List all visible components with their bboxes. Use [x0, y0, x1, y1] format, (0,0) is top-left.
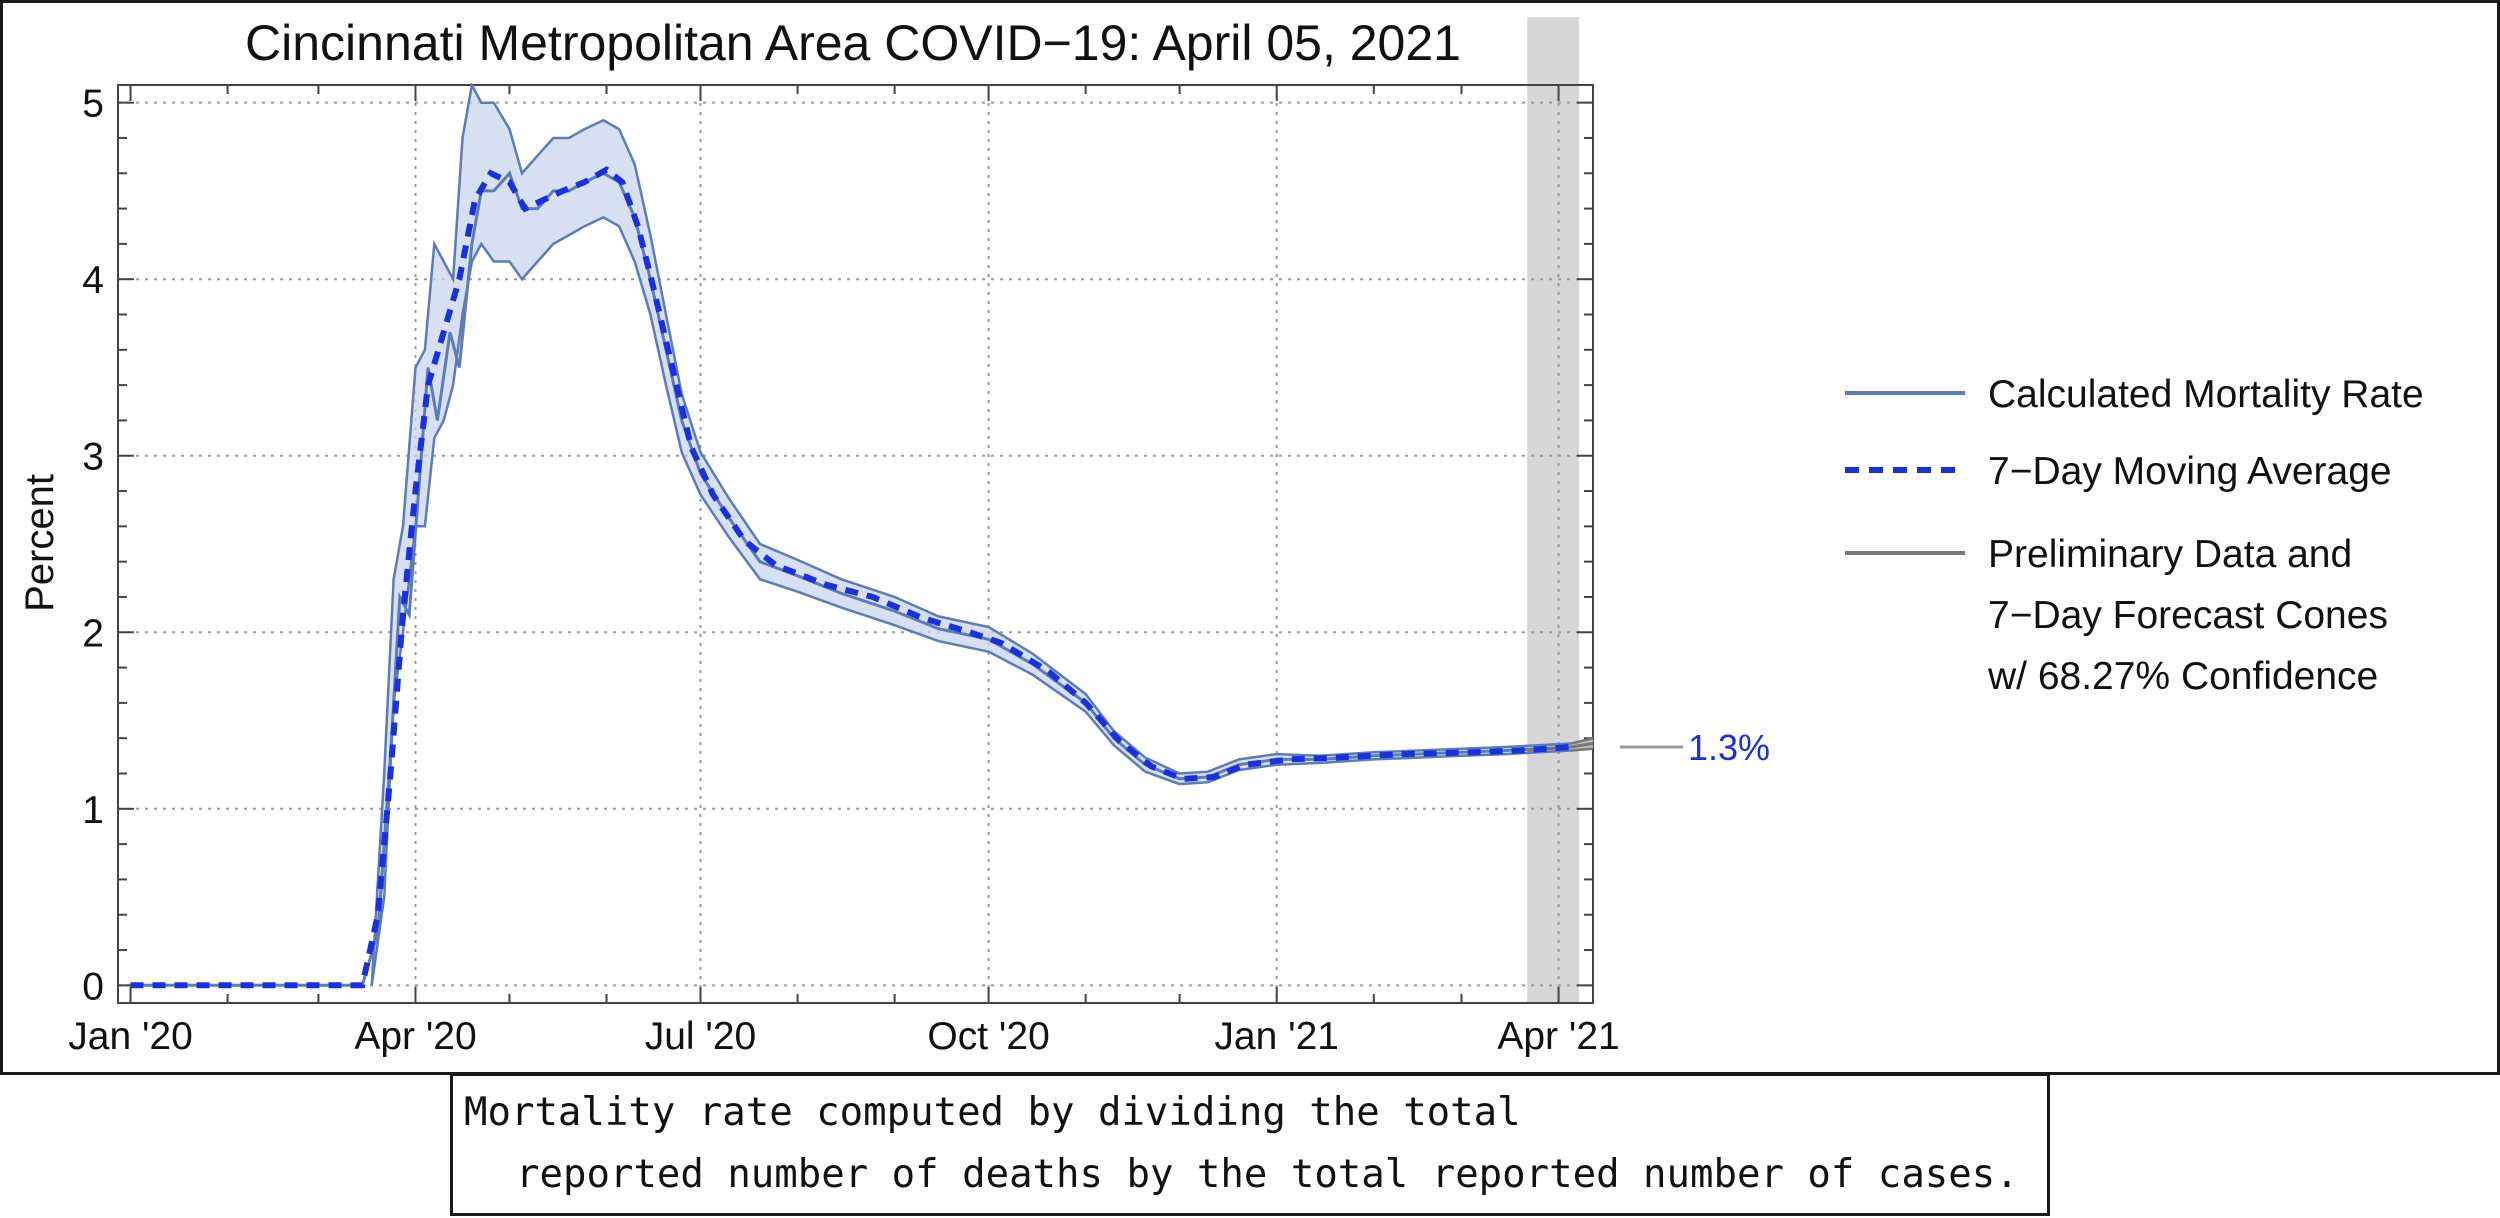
x-tick-label: Jan '20 [68, 1015, 193, 1058]
plot-area: 0 1 2 3 4 5 Jan '20 Apr '20 Jul '20 Oct '20 Jan '2… [68, 17, 1770, 1058]
legend-label: Calculated Mortality Rate [1988, 373, 2424, 416]
legend-label: w/ 68.27% Confidence [1987, 655, 2378, 698]
x-tick-label: Oct '20 [927, 1015, 1049, 1058]
x-tick-label: Jul '20 [645, 1015, 757, 1058]
moving-average-line [130, 166, 1572, 989]
y-tick-label: 2 [82, 612, 104, 655]
preliminary-data-region [1527, 17, 1580, 1003]
caption-line: reported number of deaths by the total r… [516, 1152, 2019, 1197]
x-tick-label: Apr '20 [354, 1015, 476, 1058]
y-axis-label: Percent [18, 474, 62, 612]
end-value-label: 1.3% [1688, 727, 1770, 768]
chart-frame: Cincinnati Metropolitan Area COVID−19: A… [0, 0, 2500, 1075]
chart-title: Cincinnati Metropolitan Area COVID−19: A… [245, 15, 1461, 71]
mortality-rate-chart: Cincinnati Metropolitan Area COVID−19: A… [18, 15, 2424, 1058]
mortality-rate-line [130, 170, 1572, 987]
mortality-rate-band-lower [370, 215, 1572, 986]
caption-box: Mortality rate computed by dividing the … [450, 1073, 2050, 1216]
legend-label: Preliminary Data and [1988, 533, 2352, 576]
x-tick-label: Apr '21 [1497, 1015, 1619, 1058]
x-tick-label: Jan '21 [1214, 1015, 1339, 1058]
caption-line: Mortality rate computed by dividing the … [464, 1090, 1521, 1135]
plot-frame [117, 84, 1594, 1004]
y-tick-label: 0 [82, 965, 104, 1008]
y-tick-label: 4 [82, 259, 104, 302]
legend-label: 7−Day Moving Average [1988, 450, 2392, 493]
mortality-rate-band [371, 85, 1572, 986]
forecast-cone-upper [1570, 736, 1593, 745]
y-tick-label: 5 [82, 83, 104, 126]
legend-label: 7−Day Forecast Cones [1988, 594, 2388, 637]
y-tick-label: 3 [82, 436, 104, 479]
mortality-rate-band-upper [370, 83, 1572, 986]
y-tick-label: 1 [82, 789, 104, 832]
legend: Calculated Mortality Rate 7−Day Moving Av… [1845, 373, 2424, 698]
plot-series [130, 83, 1593, 989]
forecast-cone-lower [1571, 747, 1593, 752]
